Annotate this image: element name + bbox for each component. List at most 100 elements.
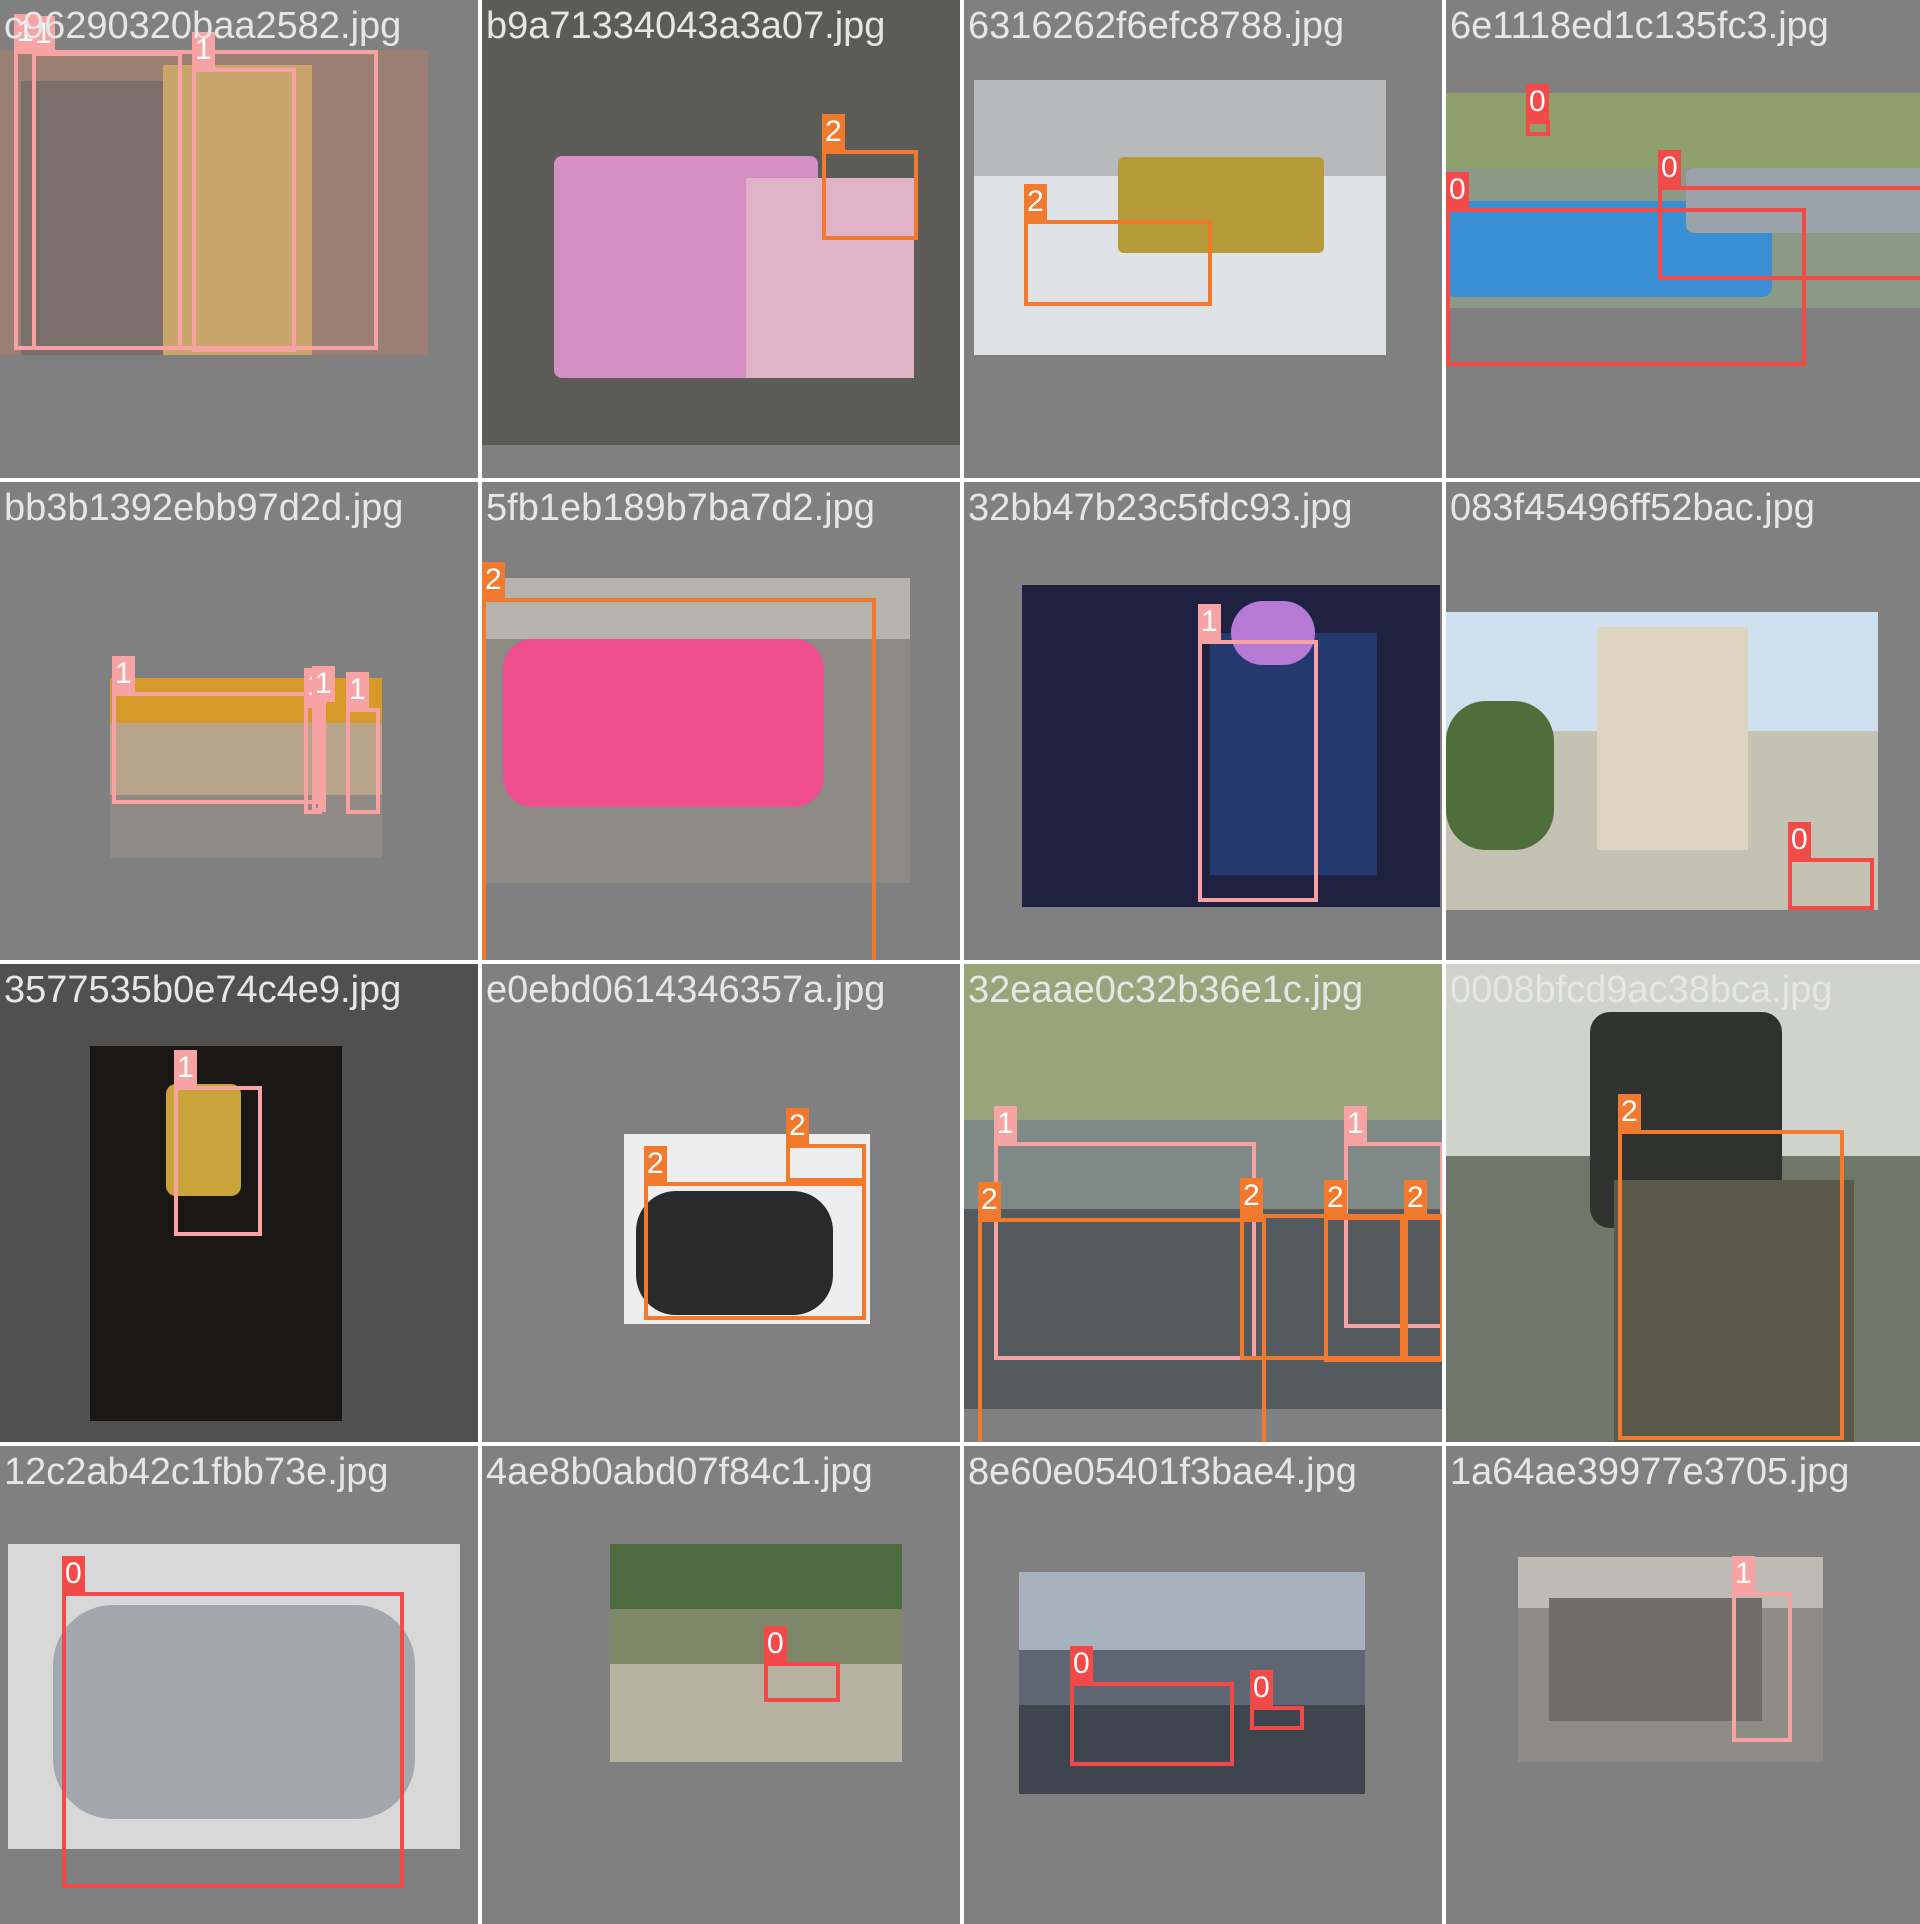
photo-region — [1118, 157, 1325, 254]
mosaic-tile: 1 1a64ae39977e3705.jpg — [1446, 1446, 1920, 1924]
mosaic-tile: 1111bb3b1392ebb97d2d.jpg — [0, 482, 478, 960]
photo-region — [162, 65, 313, 355]
tile-photo — [1518, 1557, 1823, 1762]
tile-photo — [0, 50, 428, 355]
mosaic-tile: 2 5fb1eb189b7ba7d2.jpg — [482, 482, 960, 960]
tile-filename: 32bb47b23c5fdc93.jpg — [968, 487, 1353, 529]
detection-class-label: 2 — [1240, 1178, 1263, 1214]
photo-region — [503, 639, 825, 807]
mosaic-tile: 1 1 2 2 2 2 32eaae0c32b36e1c.jpg — [964, 964, 1442, 1442]
photo-region — [1548, 1598, 1762, 1721]
photo-region — [746, 178, 914, 379]
tile-filename: 6e1118ed1c135fc3.jpg — [1450, 5, 1829, 47]
detection-box — [764, 1662, 840, 1702]
detection-box — [192, 68, 296, 352]
mosaic-tile: 0 0 0 6e1118ed1c135fc3.jpg — [1446, 0, 1920, 478]
photo-region — [1597, 626, 1749, 851]
mosaic-tile: 2 0008bfcd9ac38bca.jpg — [1446, 964, 1920, 1442]
detection-box — [1732, 1592, 1792, 1742]
tile-filename: 32eaae0c32b36e1c.jpg — [968, 969, 1364, 1011]
photo-region — [110, 795, 382, 858]
detection-class-label: 0 — [1526, 84, 1549, 120]
detection-class-label: 0 — [1250, 1670, 1273, 1706]
detection-class-label: 2 — [822, 114, 845, 150]
detection-box — [1070, 1682, 1234, 1766]
photo-region — [964, 964, 1442, 1120]
photo-region — [636, 1191, 834, 1315]
detection-box — [644, 1182, 866, 1320]
detection-class-label: 1 — [994, 1106, 1017, 1142]
photo-region — [53, 1605, 415, 1819]
tile-filename: c96290320baa2582.jpg — [4, 5, 402, 47]
tile-filename: 1a64ae39977e3705.jpg — [1450, 1451, 1850, 1493]
detection-class-label: 1 — [1732, 1556, 1755, 1592]
mosaic-tile: 2 2 e0ebd0614346357a.jpg — [482, 964, 960, 1442]
detection-box — [822, 150, 918, 240]
tile-photo — [610, 1544, 902, 1762]
detection-class-label: 2 — [644, 1146, 667, 1182]
detection-box — [1198, 640, 1318, 902]
photo-region — [1019, 1572, 1365, 1650]
detection-class-label: 0 — [1658, 150, 1681, 186]
detection-class-label: 2 — [1404, 1180, 1427, 1216]
mosaic-tile: 0 4ae8b0abd07f84c1.jpg — [482, 1446, 960, 1924]
tile-filename: b9a71334043a3a07.jpg — [486, 5, 886, 47]
tile-filename: 8e60e05401f3bae4.jpg — [968, 1451, 1357, 1493]
tile-photo — [964, 964, 1442, 1409]
detection-box — [1526, 120, 1550, 136]
tile-photo — [110, 678, 382, 858]
detection-box — [1658, 186, 1920, 280]
tile-filename: 4ae8b0abd07f84c1.jpg — [486, 1451, 873, 1493]
mosaic-tile: 1 1 1 c96290320baa2582.jpg — [0, 0, 478, 478]
detection-class-label: 0 — [1446, 172, 1469, 208]
detection-class-label: 2 — [482, 562, 505, 598]
detection-box — [174, 1086, 262, 1236]
detection-box — [786, 1144, 866, 1182]
photo-region — [610, 1663, 902, 1762]
detection-class-label: 0 — [1070, 1646, 1093, 1682]
detection-class-label: 2 — [786, 1108, 809, 1144]
tile-photo — [974, 80, 1386, 355]
detection-box — [312, 702, 326, 812]
photo-region — [1614, 1180, 1854, 1442]
tile-photo — [482, 0, 960, 445]
tile-filename: 5fb1eb189b7ba7d2.jpg — [486, 487, 875, 529]
tile-filename: 083f45496ff52bac.jpg — [1450, 487, 1815, 529]
tile-filename: e0ebd0614346357a.jpg — [486, 969, 886, 1011]
photo-region — [482, 578, 910, 639]
detection-class-label: 2 — [1024, 184, 1047, 220]
mosaic-tile: 0 12c2ab42c1fbb73e.jpg — [0, 1446, 478, 1924]
photo-region — [964, 1208, 1442, 1409]
mosaic-tile: 2 6316262f6efc8788.jpg — [964, 0, 1442, 478]
detection-class-label: 1 — [1344, 1106, 1367, 1142]
detection-class-label: 1 — [192, 32, 215, 68]
detection-class-label: 1 — [346, 672, 369, 708]
detection-class-label: 2 — [1324, 1180, 1347, 1216]
mosaic-tile: 0 083f45496ff52bac.jpg — [1446, 482, 1920, 960]
detection-class-label: 2 — [1618, 1094, 1641, 1130]
tile-filename: 6316262f6efc8788.jpg — [968, 5, 1345, 47]
detection-box — [1024, 220, 1212, 306]
detection-box — [1240, 1214, 1442, 1360]
tile-photo — [482, 578, 910, 883]
mosaic-tile: 1 32bb47b23c5fdc93.jpg — [964, 482, 1442, 960]
detection-box — [1788, 858, 1874, 910]
detection-box — [978, 1218, 1266, 1442]
detection-box — [1618, 1130, 1844, 1440]
detection-box — [62, 1592, 404, 1888]
mosaic-tile: 1 3577535b0e74c4e9.jpg — [0, 964, 478, 1442]
detection-box — [1446, 208, 1806, 366]
detection-box — [482, 598, 876, 960]
detection-box — [994, 1142, 1256, 1360]
photo-region — [1231, 601, 1315, 666]
tile-filename: 0008bfcd9ac38bca.jpg — [1450, 969, 1833, 1011]
tile-filename: bb3b1392ebb97d2d.jpg — [4, 487, 404, 529]
detection-class-label: 1 — [112, 656, 135, 692]
photo-region — [610, 1544, 902, 1610]
detection-box — [346, 708, 380, 814]
photo-region — [1019, 1705, 1365, 1794]
detection-class-label: 1 — [174, 1050, 197, 1086]
photo-region — [1446, 701, 1554, 851]
detection-box — [1324, 1216, 1404, 1362]
